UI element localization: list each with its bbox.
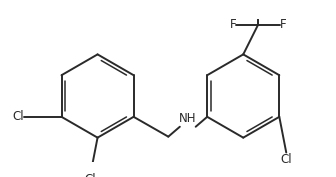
Text: F: F [280, 18, 287, 31]
Text: F: F [230, 18, 236, 31]
Text: F: F [255, 0, 261, 3]
Text: Cl: Cl [281, 153, 292, 165]
Text: Cl: Cl [12, 110, 24, 123]
Text: Cl: Cl [85, 173, 96, 177]
Text: NH: NH [179, 112, 197, 125]
